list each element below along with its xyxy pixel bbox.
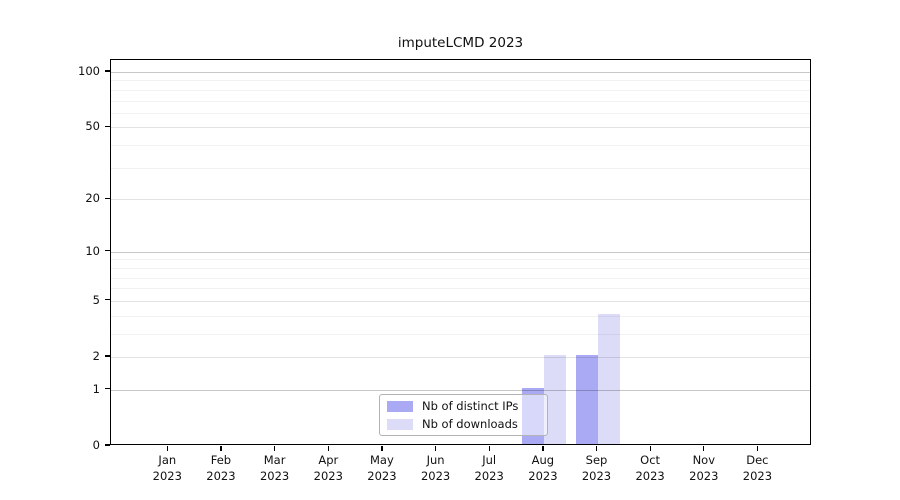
y-tick-label: 100 [78,64,100,78]
x-tick-year: 2023 [689,469,719,483]
bar-distinct-ips-sep [575,355,598,444]
gridline-y-30 [111,167,810,169]
gridline-y-3 [111,333,810,335]
x-tick-month: Jul [482,453,497,467]
y-tick-mark [105,125,110,128]
gridline-y-6 [111,288,810,290]
x-tick-month: Aug [531,453,555,467]
x-tick-year: 2023 [742,469,773,483]
gridline-y-50 [111,127,810,129]
y-tick-mark [105,444,110,446]
x-tick-mark [166,446,168,451]
x-tick-label-oct: Oct 2023 [626,452,674,484]
legend-row: Nb of downloads [387,416,540,432]
gridline-y-5 [111,300,810,302]
x-tick-mark [595,446,598,451]
chart-title: imputeLCMD 2023 [397,35,524,51]
y-tick-mark [105,388,110,390]
y-tick-label: 0 [92,438,100,452]
gridline-y-100 [111,72,810,73]
gridline-y-40 [111,145,810,147]
x-tick-year: 2023 [313,469,343,483]
gridline-y-2 [111,357,810,358]
x-tick-month: May [370,453,394,467]
gridline-y-70 [111,100,810,102]
bar-downloads-aug [543,355,566,444]
gridline-y-80 [111,89,810,91]
y-tick-label: 5 [92,292,100,307]
x-tick-mark [220,446,222,451]
x-tick-mark [327,446,329,451]
x-tick-mark [649,446,651,451]
x-tick-month: Nov [692,453,716,467]
gridline-y-10 [111,251,810,253]
y-tick-mark [105,197,110,199]
x-tick-mark [756,446,759,451]
gridline-y-4 [111,315,810,317]
x-tick-label-jun: Jun 2023 [412,452,460,484]
x-tick-mark [542,446,544,451]
y-tick-label: 20 [85,191,100,206]
x-tick-label-feb: Feb 2023 [197,452,245,484]
bar-downloads-sep [597,313,620,444]
x-tick-month: Sep [585,453,608,467]
gridlines-layer [111,60,810,444]
x-tick-mark [381,446,383,451]
x-tick-label-apr: Apr 2023 [304,452,352,484]
legend-swatch-icon [387,418,413,430]
gridline-y-7 [111,277,810,279]
x-tick-label-jan: Jan 2023 [143,452,191,484]
x-tick-month: Jun [426,453,445,467]
gridline-y-90 [111,80,810,82]
x-tick-month: Apr [318,453,339,467]
y-tick-label: 1 [92,381,100,396]
x-tick-year: 2023 [367,469,397,483]
x-tick-month: Oct [640,453,661,467]
x-tick-label-may: May 2023 [358,452,406,484]
x-tick-month: Mar [263,453,286,467]
x-tick-year: 2023 [635,469,665,483]
x-tick-mark [703,446,705,451]
gridline-y-20 [111,199,810,201]
x-tick-label-jul: Jul 2023 [465,452,513,484]
y-tick-label: 2 [92,349,100,363]
x-tick-label-sep: Sep 2023 [573,452,621,484]
x-tick-year: 2023 [581,469,612,483]
y-tick-mark [105,355,110,357]
x-tick-year: 2023 [206,469,236,483]
y-tick-mark [105,250,110,252]
x-tick-mark [274,446,276,451]
x-tick-year: 2023 [152,469,182,483]
plot-area: Nb of distinct IPs Nb of downloads [110,59,811,445]
x-tick-mark [434,446,437,451]
y-tick-mark [105,70,110,72]
x-tick-year: 2023 [420,469,451,483]
x-tick-month: Jan [158,453,177,467]
x-tick-month: Feb [210,453,232,467]
x-tick-mark [488,446,490,451]
x-tick-label-dec: Dec 2023 [733,452,781,484]
gridline-y-60 [111,112,810,114]
gridline-y-1 [111,389,810,391]
x-tick-year: 2023 [528,469,558,483]
gridline-y-8 [111,267,810,269]
legend-row: Nb of distinct IPs [387,398,540,414]
legend-swatch-icon [387,400,413,412]
x-tick-label-aug: Aug 2023 [519,452,567,484]
y-tick-label: 50 [85,119,100,134]
x-tick-label-nov: Nov 2023 [680,452,728,484]
x-tick-year: 2023 [474,469,504,483]
x-tick-year: 2023 [259,469,290,483]
y-tick-mark [105,299,110,301]
legend-label: Nb of distinct IPs [422,399,519,413]
legend-label: Nb of downloads [422,417,518,431]
x-tick-label-mar: Mar 2023 [251,452,299,484]
gridline-y-9 [111,259,810,261]
legend: Nb of distinct IPs Nb of downloads [379,394,548,436]
x-tick-month: Dec [746,453,769,467]
y-tick-label: 10 [85,243,100,258]
